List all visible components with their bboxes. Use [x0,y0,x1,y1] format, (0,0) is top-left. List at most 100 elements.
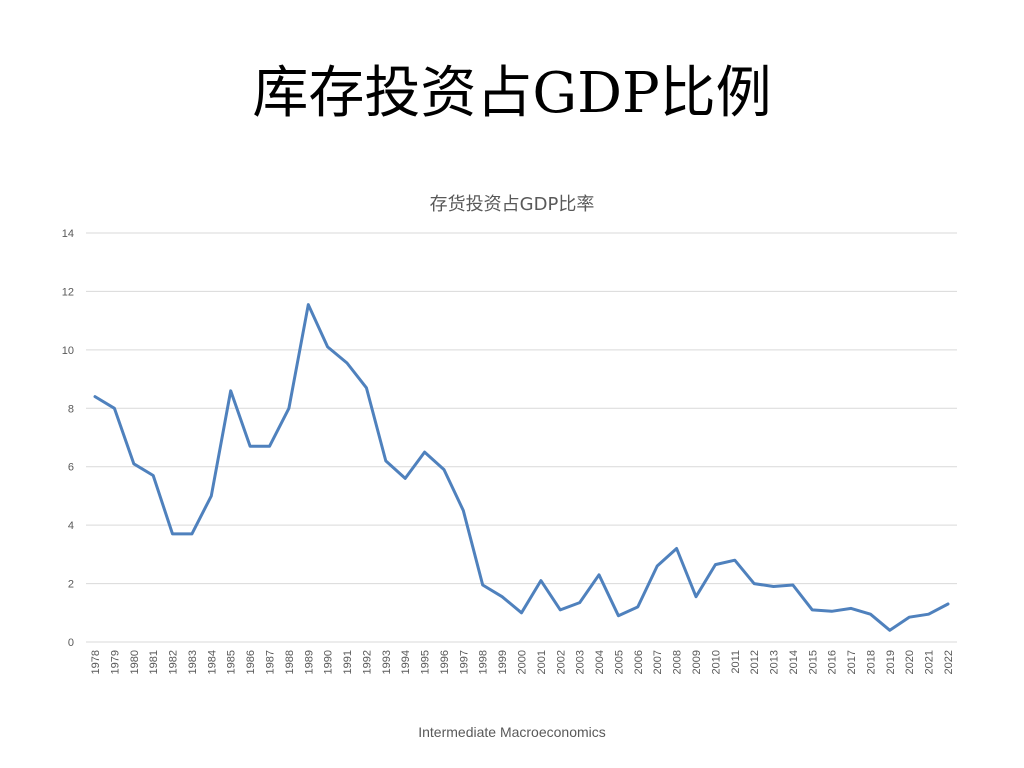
data-point [811,609,813,611]
data-point [928,613,930,615]
data-point [94,396,96,398]
data-point [773,585,775,587]
x-tick-label: 1999 [497,650,509,674]
x-tick-label: 2016 [827,650,839,674]
data-point [869,613,871,615]
x-tick-label: 1980 [129,650,141,674]
data-point [482,584,484,586]
data-point [249,445,251,447]
x-tick-label: 1983 [187,650,199,674]
x-tick-label: 2007 [652,650,664,674]
x-tick-label: 2003 [575,650,587,674]
data-point [210,495,212,497]
y-tick-label: 2 [68,579,74,591]
data-point [540,580,542,582]
x-tick-label: 1984 [206,650,218,674]
data-point [521,612,522,614]
x-tick-label: 1979 [109,650,121,674]
x-tick-label: 2022 [943,650,955,674]
x-tick-label: 2018 [865,650,877,674]
data-point [152,474,154,476]
x-tick-label: 1998 [478,650,490,674]
x-tick-label: 1997 [458,650,470,674]
series-line [93,303,950,632]
x-tick-label: 2017 [846,650,858,674]
data-point [889,629,891,631]
x-tick-label: 2009 [691,650,703,674]
data-point [617,615,619,617]
data-point [365,387,367,389]
x-tick-label: 2020 [904,650,916,674]
x-tick-label: 1985 [226,650,238,674]
footer-text: Intermediate Macroeconomics [418,724,606,740]
x-tick-label: 1993 [381,650,393,674]
x-tick-label: 2012 [749,650,761,674]
data-point [579,602,581,604]
x-tick-label: 1987 [264,650,276,674]
data-point [792,584,794,586]
y-axis-ticks: 0 2 4 6 8 10 12 14 [62,228,74,649]
x-tick-label: 2006 [633,650,645,674]
data-point [424,451,426,453]
y-tick-label: 0 [68,637,74,649]
x-tick-label: 2021 [924,650,936,674]
data-point [714,564,716,566]
x-tick-label: 2010 [710,650,722,674]
x-tick-label: 1982 [168,650,180,674]
x-tick-label: 1990 [323,650,335,674]
chart-title: 存货投资占GDP比率 [430,194,595,215]
y-tick-label: 10 [62,345,74,357]
x-tick-label: 2002 [555,650,567,674]
data-point [327,346,329,348]
data-point [637,606,639,608]
x-tick-label: 1994 [400,650,412,674]
data-point [850,607,852,609]
y-tick-label: 14 [62,228,74,240]
series-layer [93,303,950,632]
x-tick-label: 1986 [245,650,257,674]
x-tick-label: 2000 [517,650,529,674]
x-tick-label: 2014 [788,650,800,674]
data-point [133,463,135,465]
x-tick-label: 1996 [439,650,451,674]
x-tick-label: 1992 [361,650,373,674]
data-point [443,469,445,471]
data-point [230,390,232,392]
x-tick-label: 2019 [885,650,897,674]
data-point [288,407,290,409]
x-tick-label: 2005 [613,650,625,674]
data-point [462,510,464,512]
data-point [404,477,406,479]
y-tick-label: 12 [62,286,74,298]
data-point [113,407,115,409]
data-point [947,603,949,605]
x-tick-label: 2008 [672,650,684,674]
data-point [908,616,910,618]
x-tick-label: 1995 [420,650,432,674]
data-point [559,609,561,611]
x-tick-label: 1981 [148,650,160,674]
data-point [695,596,697,598]
y-tick-label: 8 [68,403,74,415]
x-tick-label: 2015 [807,650,819,674]
data-point [598,574,600,576]
y-tick-label: 4 [68,520,74,532]
x-tick-label: 1988 [284,650,296,674]
data-point [676,548,678,550]
x-tick-label: 2004 [594,650,606,674]
data-point [656,565,658,567]
data-point [346,362,348,364]
x-tick-label: 1978 [90,650,102,674]
data-point [172,533,174,535]
data-point [268,445,270,447]
data-point [501,596,503,598]
y-tick-label: 6 [68,462,74,474]
x-tick-label: 1991 [342,650,354,674]
x-tick-label: 2001 [536,650,548,674]
data-point [191,533,193,535]
data-point [307,304,309,306]
x-tick-label: 1989 [303,650,315,674]
data-point [734,559,736,561]
x-axis-ticks: 1978 1979 1980 1981 1982 1983 1984 1985 1986 1987… [90,650,955,674]
